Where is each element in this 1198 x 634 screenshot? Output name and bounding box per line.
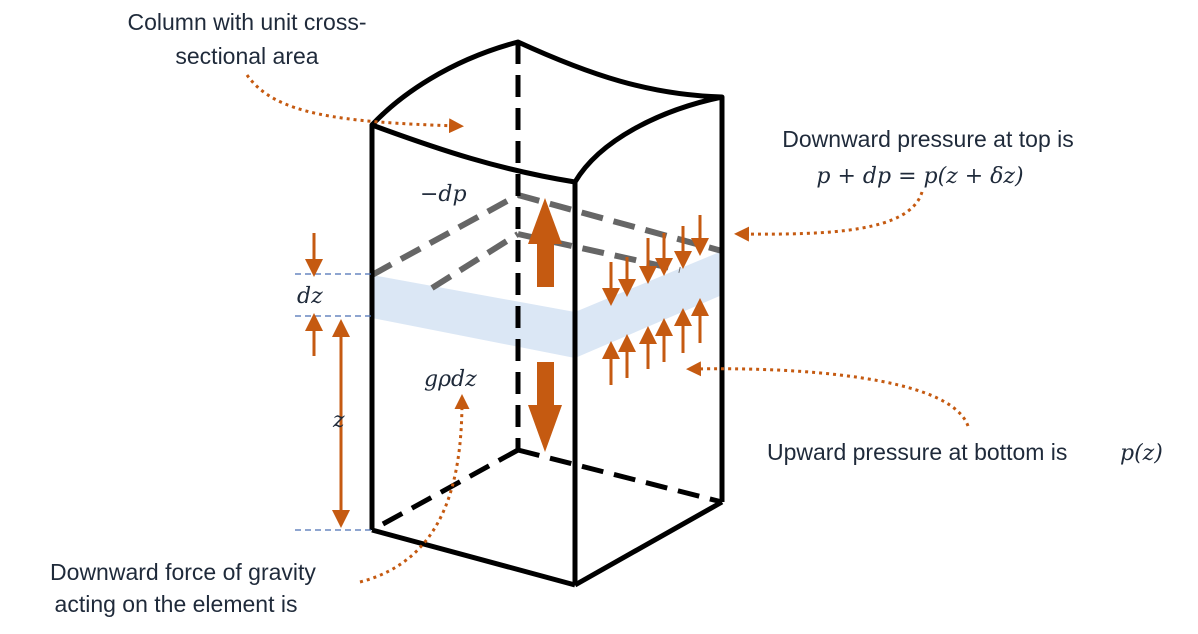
bottom-pressure-label: Upward pressure at bottom is [767,439,1067,465]
gravity-label-line2: acting on the element is [55,591,298,617]
column-label-line2: sectional area [175,43,318,69]
down-arrow-icon [528,362,562,452]
gravity-label-line1: Downward force of gravity [50,559,316,585]
leader-gravity [359,394,470,584]
column-label-line1: Column with unit cross- [127,9,366,35]
z-label: z [332,408,345,433]
top-pressure-arrows [602,215,709,306]
fluid-element-slab [372,251,722,358]
top-pressure-label: Downward pressure at top is [782,126,1073,152]
dz-label: dz [297,284,323,309]
up-arrow-icon [528,198,562,287]
top-pressure-equation: p + dp = p(z + δz) [816,164,1023,189]
leader-lines [245,74,970,584]
bottom-pressure-arrows [602,298,709,385]
leader-top-pressure [734,191,924,242]
gravity-force-label: gρdz [424,367,477,392]
leader-bottom-pressure [686,361,970,427]
bottom-pressure-equation: p(z) [1120,441,1163,466]
minus-dp-label: −dp [420,182,467,207]
column-outline [369,39,725,588]
element-top-plane [370,192,723,291]
height-guides [295,273,372,531]
hidden-edges [370,42,723,533]
